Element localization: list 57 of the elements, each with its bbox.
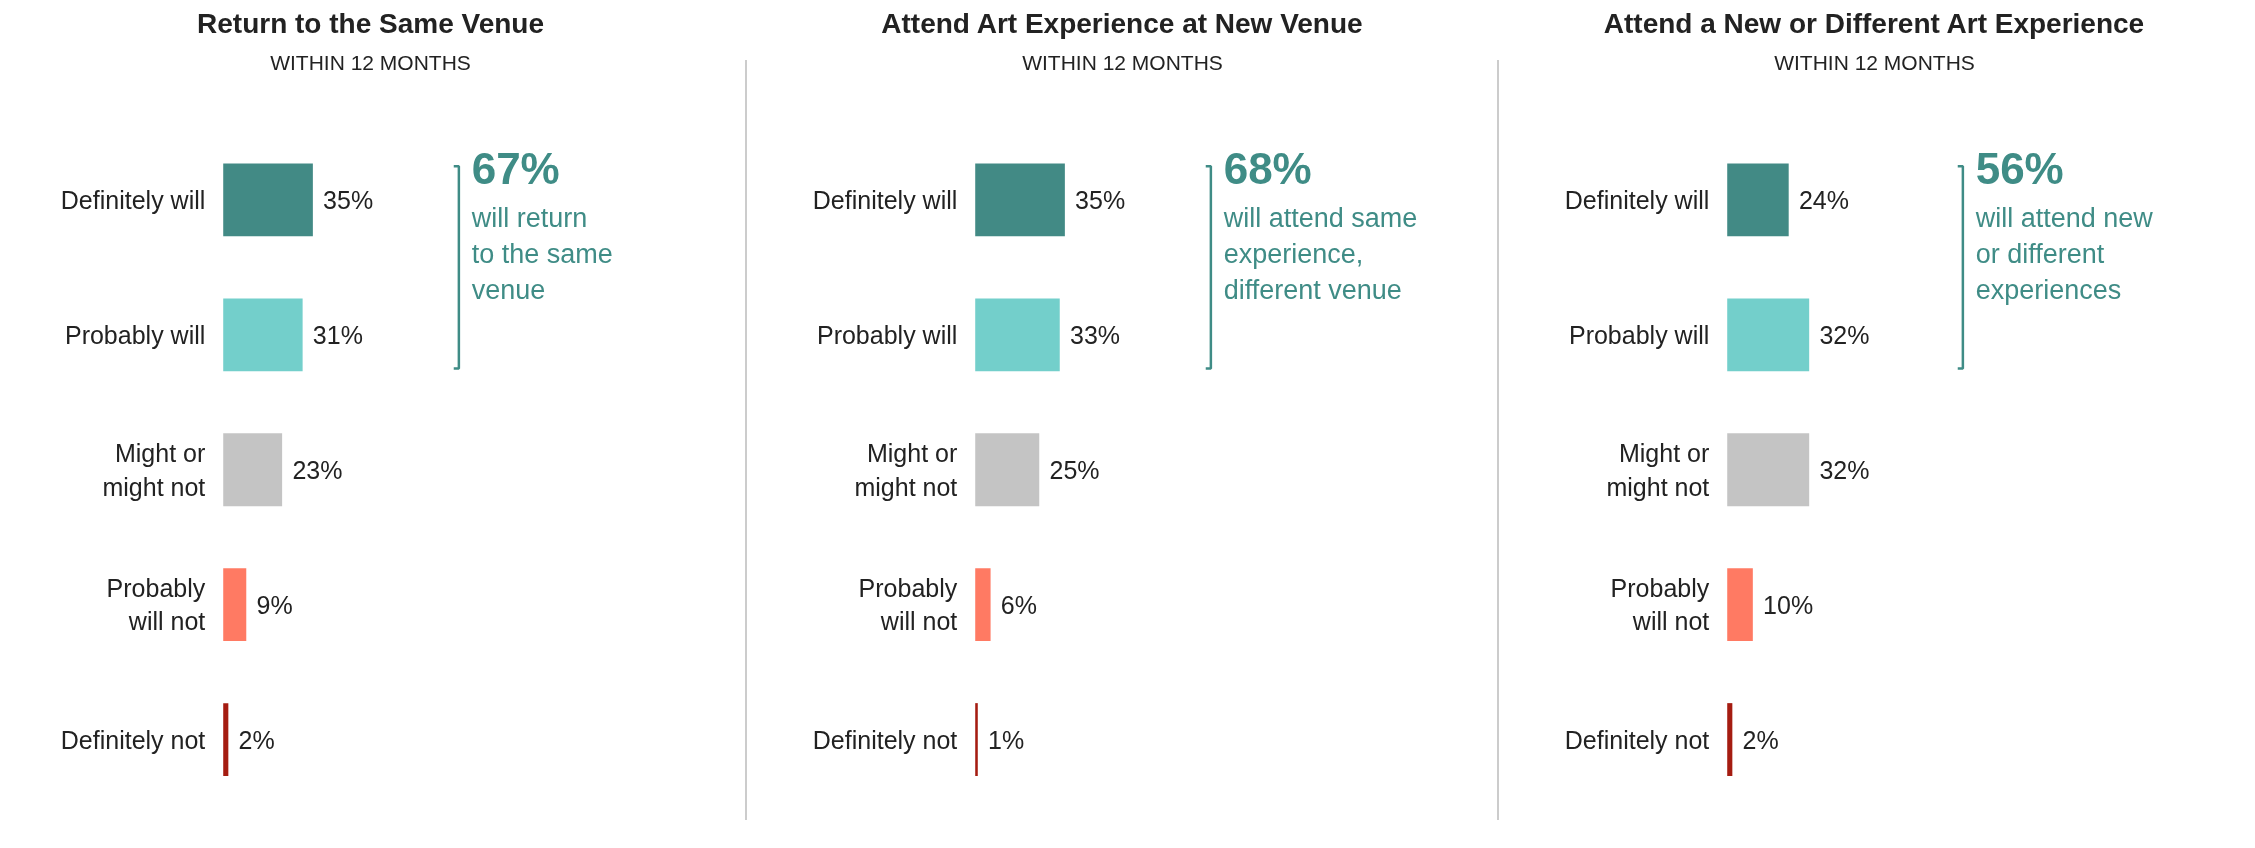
data-label: 10% <box>1763 590 1814 619</box>
data-label: 6% <box>1000 590 1037 619</box>
y-tick-label: Probably will not <box>1610 573 1710 636</box>
y-tick-label: Definitely not <box>812 725 958 754</box>
bar <box>223 163 313 237</box>
text: 67% <box>471 144 560 194</box>
text: WITHIN 12 MONTHS <box>270 50 471 74</box>
data-label: 2% <box>1742 725 1779 754</box>
data-label: 1% <box>988 725 1025 754</box>
y-tick-label: Might or might not <box>102 438 206 501</box>
bar <box>223 298 303 372</box>
bar <box>223 568 247 642</box>
y-tick-label: Definitely will <box>1564 185 1710 214</box>
bar <box>975 568 991 642</box>
y-tick-label: Definitely not <box>1564 725 1710 754</box>
y-tick-label: Probably will <box>64 320 206 349</box>
bar <box>975 163 1065 237</box>
text: will attend same experience, different venue <box>1222 202 1418 305</box>
data-label: 32% <box>1819 455 1870 484</box>
data-label: 2% <box>238 725 275 754</box>
bar <box>1727 433 1810 507</box>
y-tick-label: Probably will <box>1568 320 1710 349</box>
y-tick-label: Definitely will <box>812 185 958 214</box>
text: 56% <box>1975 144 2064 194</box>
bar <box>975 703 978 776</box>
data-label: 35% <box>1075 185 1126 214</box>
y-tick-label: Probably will not <box>106 573 206 636</box>
text: will attend new or different experiences <box>1974 202 2154 305</box>
text: 68% <box>1223 144 1312 194</box>
bar <box>1727 298 1810 372</box>
text: WITHIN 12 MONTHS <box>1774 50 1975 74</box>
y-tick-label: Probably will <box>816 320 958 349</box>
data-label: 23% <box>292 455 343 484</box>
data-label: 9% <box>256 590 293 619</box>
bar <box>223 703 229 776</box>
bar <box>1727 703 1733 776</box>
bar <box>975 298 1060 372</box>
data-label: 33% <box>1069 320 1121 349</box>
data-label: 25% <box>1049 455 1100 484</box>
text: WITHIN 12 MONTHS <box>1022 50 1223 74</box>
data-label: 35% <box>323 185 374 214</box>
y-tick-label: Definitely will <box>60 185 206 214</box>
bar <box>1727 568 1753 642</box>
data-label: 32% <box>1819 320 1870 349</box>
text: Attend a New or Different Art Experience <box>1603 7 2145 39</box>
data-label: 24% <box>1798 185 1849 214</box>
text: Return to the Same Venue <box>197 7 544 39</box>
y-tick-label: Probably will not <box>858 573 958 636</box>
y-tick-label: Might or might not <box>854 438 958 501</box>
bar <box>1727 163 1789 237</box>
bar <box>975 433 1040 507</box>
text: will return to the same venue <box>470 202 613 305</box>
data-label: 31% <box>312 320 363 349</box>
bar <box>223 433 283 507</box>
y-tick-label: Might or might not <box>1606 438 1710 501</box>
text: Attend Art Experience at New Venue <box>881 7 1363 39</box>
y-tick-label: Definitely not <box>60 725 206 754</box>
